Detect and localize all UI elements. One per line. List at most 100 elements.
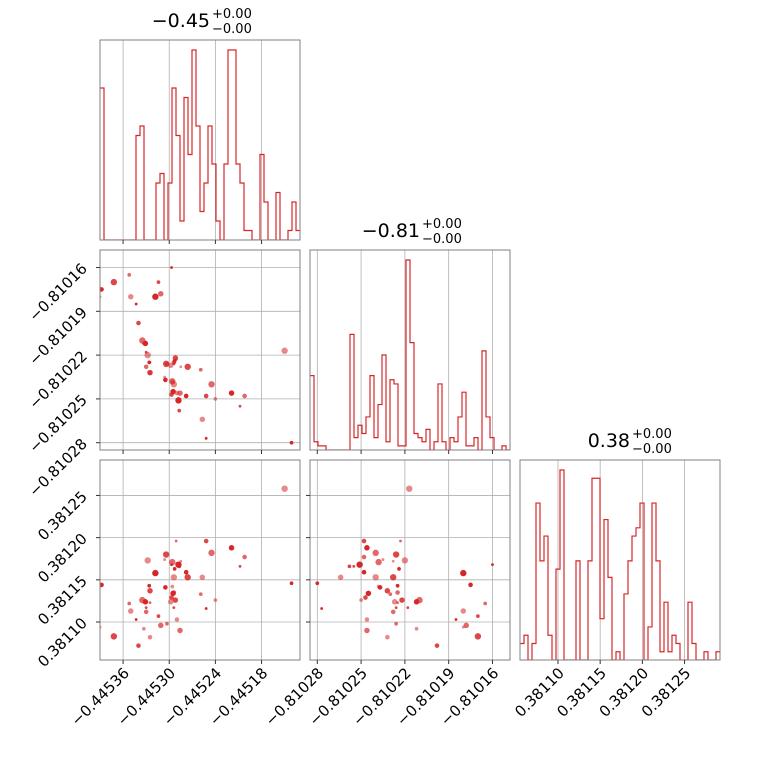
scatter-point <box>128 293 134 300</box>
scatter-point <box>165 362 169 366</box>
scatter-point <box>165 621 169 626</box>
histogram-panel-p1: −0.81 +0.00−0.00 <box>309 217 511 454</box>
scatter-point <box>213 397 218 401</box>
scatter-point <box>399 597 405 603</box>
scatter-point <box>390 574 397 581</box>
scatter-point <box>147 588 153 594</box>
scatter-point <box>406 606 410 610</box>
scatter-point <box>242 393 247 399</box>
scatter-point <box>391 559 395 563</box>
scatter-point <box>100 287 104 292</box>
panel-title-err-minus: −0.00 <box>632 442 672 457</box>
scatter-point <box>376 584 381 589</box>
panel-title-err-minus: −0.00 <box>422 232 462 247</box>
scatter-point <box>162 551 170 558</box>
scatter-point <box>152 293 159 300</box>
scatter-point <box>141 626 146 631</box>
scatter-point <box>238 404 242 408</box>
scatter-point <box>142 340 149 347</box>
scatter-point <box>384 588 391 594</box>
panel-title: −0.45 <box>152 10 210 32</box>
scatter-point <box>144 351 151 359</box>
scatter-point <box>361 538 367 544</box>
scatter-point <box>394 621 398 626</box>
scatter-point <box>375 558 382 566</box>
scatter-point <box>242 554 247 560</box>
scatter-point <box>170 266 173 269</box>
scatter-point <box>391 599 398 605</box>
scatter-point <box>136 643 141 648</box>
scatter-point <box>364 617 370 622</box>
scatter-point <box>483 601 488 606</box>
scatter-point <box>174 358 178 361</box>
scatter-point <box>372 549 379 557</box>
scatter-point <box>183 393 189 399</box>
scatter-point <box>395 590 400 595</box>
scatter-point <box>289 440 294 445</box>
scatter-point <box>281 485 288 492</box>
scatter-point <box>315 581 320 586</box>
scatter-point <box>320 607 324 610</box>
histogram-step-p1 <box>310 259 510 450</box>
scatter-point <box>394 606 398 610</box>
scatter-point <box>203 393 209 399</box>
panel-title: 0.38 <box>588 430 630 452</box>
scatter-point <box>177 390 183 396</box>
scatter-point <box>175 397 182 404</box>
scatter-point <box>476 614 480 618</box>
panel-frame <box>519 459 721 661</box>
scatter-point <box>169 558 176 566</box>
scatter-point <box>163 585 168 590</box>
scatter-panel-p1-p2: −0.81028−0.81025−0.81022−0.81019−0.81016 <box>262 459 511 730</box>
scatter-point <box>491 563 494 567</box>
panel-title-err-plus: +0.00 <box>632 427 672 442</box>
scatter-point <box>179 365 183 369</box>
scatter-point <box>174 539 178 543</box>
scatter-point <box>143 364 149 370</box>
scatter-point <box>171 590 177 595</box>
scatter-point <box>289 581 294 586</box>
scatter-point <box>474 633 482 640</box>
scatter-point <box>179 559 183 563</box>
scatter-point <box>208 381 215 388</box>
scatter-point <box>143 609 149 615</box>
scatter-point <box>170 381 178 388</box>
scatter-point <box>100 582 104 588</box>
scatter-point <box>172 606 176 610</box>
scatter-point <box>361 554 367 560</box>
scatter-point <box>147 370 153 375</box>
scatter-point <box>434 643 440 648</box>
scatter-point <box>147 583 152 588</box>
scatter-point <box>152 569 159 577</box>
scatter-point <box>406 485 413 492</box>
scatter-point <box>414 626 419 631</box>
scatter-point <box>134 302 138 306</box>
scatter-point <box>454 618 458 621</box>
scatter-point <box>460 569 467 577</box>
scatter-point <box>468 582 473 588</box>
scatter-point <box>156 614 161 618</box>
scatter-point <box>198 592 203 597</box>
panel-frame <box>99 459 301 661</box>
scatter-point <box>352 564 356 568</box>
scatter-point <box>156 280 161 284</box>
scatter-point <box>177 408 182 413</box>
scatter-point <box>144 606 148 610</box>
scatter-point <box>163 558 167 561</box>
scatter-point <box>177 627 183 634</box>
scatter-point <box>363 595 368 600</box>
scatter-point <box>204 436 208 440</box>
scatter-point <box>228 545 235 551</box>
scatter-point <box>184 363 191 370</box>
scatter-point <box>388 592 393 597</box>
scatter-point <box>163 377 168 383</box>
scatter-point <box>364 627 370 634</box>
scatter-point <box>110 633 118 640</box>
scatter-point <box>158 291 164 297</box>
panel-title-err-plus: +0.00 <box>422 217 462 232</box>
scatter-point <box>172 567 177 571</box>
scatter-point <box>128 608 134 614</box>
scatter-point <box>134 618 138 621</box>
histogram-step-p0 <box>100 49 300 240</box>
scatter-point <box>397 567 401 571</box>
